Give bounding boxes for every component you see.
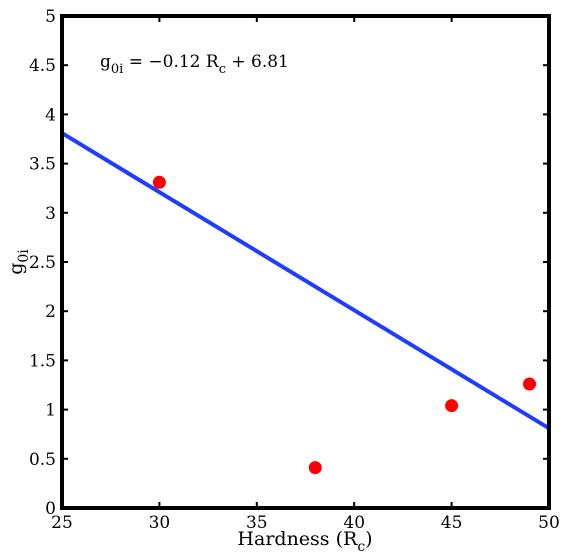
y-axis-label-subscript: 0i bbox=[16, 249, 32, 263]
y-tick-label: 2 bbox=[45, 302, 56, 322]
y-tick-label: 4.5 bbox=[29, 56, 56, 76]
annotation-g-subscript: 0i bbox=[111, 62, 123, 77]
x-axis-label-end: ) bbox=[365, 528, 372, 550]
x-axis-label-main: Hardness (R bbox=[237, 528, 358, 550]
y-tick-label: 0.5 bbox=[29, 450, 56, 470]
x-tick-label: 50 bbox=[538, 513, 560, 533]
x-axis-label: Hardness (Rc) bbox=[237, 528, 372, 555]
x-tick-label: 30 bbox=[149, 513, 171, 533]
y-tick-label: 1 bbox=[45, 401, 56, 421]
plot-frame bbox=[60, 14, 551, 510]
fit-line bbox=[60, 131, 551, 431]
y-tick-label: 4 bbox=[45, 105, 56, 125]
svg-text:g0i: g0i bbox=[5, 249, 32, 275]
x-axis-label-subscript: c bbox=[357, 539, 365, 555]
y-tick-label: 3.5 bbox=[29, 155, 56, 175]
y-tick-label: 5 bbox=[45, 7, 56, 27]
x-tick-label: 45 bbox=[441, 513, 463, 533]
y-axis-label-main: g bbox=[5, 263, 27, 275]
annotation-eq-mid: = −0.12 R bbox=[123, 52, 220, 72]
y-tick-label: 0 bbox=[45, 499, 56, 519]
annotation-equation: g0i = −0.12 Rc + 6.81 bbox=[100, 52, 289, 77]
data-point bbox=[308, 461, 322, 475]
data-point bbox=[523, 377, 537, 391]
data-point bbox=[152, 175, 166, 189]
annotation-eq-end: + 6.81 bbox=[226, 52, 289, 72]
x-tick-labels: 25 30 35 40 45 50 bbox=[51, 513, 560, 533]
annotation-r-subscript: c bbox=[219, 62, 226, 77]
x-tick-label: 40 bbox=[343, 513, 365, 533]
annotation-g: g bbox=[100, 52, 111, 72]
plot-area bbox=[62, 16, 549, 508]
x-tick-label: 25 bbox=[51, 513, 73, 533]
y-tick-label: 1.5 bbox=[29, 351, 56, 371]
fit-line-layer bbox=[60, 131, 551, 431]
points-layer bbox=[152, 175, 537, 475]
y-tick-label: 2.5 bbox=[29, 253, 56, 273]
data-point bbox=[445, 399, 459, 413]
x-tick-label: 35 bbox=[246, 513, 268, 533]
y-axis-label: g0i bbox=[5, 249, 32, 275]
y-tick-label: 3 bbox=[45, 204, 56, 224]
y-tick-labels: 0 0.5 1 1.5 2 2.5 3 3.5 4 4.5 5 bbox=[29, 7, 56, 519]
